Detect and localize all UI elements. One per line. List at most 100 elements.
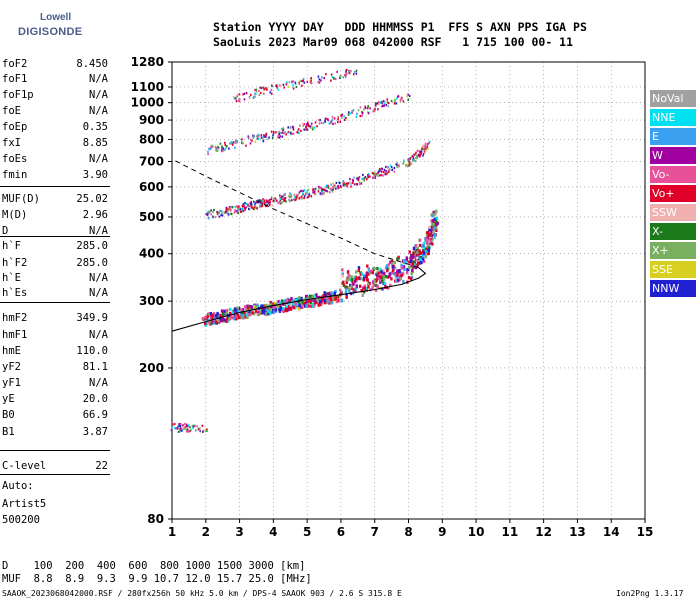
echo-point bbox=[342, 182, 345, 185]
echo-point bbox=[308, 294, 311, 298]
echo-point bbox=[416, 263, 419, 267]
echo-point bbox=[320, 186, 322, 189]
echo-point bbox=[265, 204, 267, 208]
echo-point bbox=[367, 176, 370, 179]
echo-point bbox=[346, 72, 348, 75]
echo-point bbox=[289, 127, 291, 130]
echo-point bbox=[366, 178, 368, 181]
echo-point bbox=[216, 149, 219, 152]
echo-point bbox=[257, 133, 259, 136]
y-tick-label: 1000 bbox=[131, 96, 164, 110]
echo-point bbox=[233, 211, 236, 214]
echo-point bbox=[283, 299, 286, 303]
echo-point bbox=[327, 292, 331, 296]
echo-point bbox=[271, 302, 274, 306]
echo-point bbox=[347, 113, 350, 116]
logo-line1: Lowell bbox=[40, 12, 72, 23]
echo-point bbox=[225, 311, 228, 316]
echo-point bbox=[257, 199, 260, 202]
echo-point bbox=[434, 210, 437, 214]
echo-point bbox=[345, 73, 347, 76]
legend-sse-9: SSE bbox=[650, 261, 696, 278]
echo-point bbox=[177, 425, 179, 428]
param-value: 0.35 bbox=[82, 121, 108, 133]
echo-point bbox=[394, 276, 398, 280]
echo-point bbox=[374, 288, 378, 292]
echo-point bbox=[383, 170, 385, 174]
echo-point bbox=[419, 256, 422, 260]
echo-point bbox=[282, 129, 284, 132]
echo-point bbox=[330, 183, 332, 186]
echo-point bbox=[429, 239, 432, 243]
echo-point bbox=[376, 267, 379, 271]
echo-point bbox=[350, 275, 353, 279]
param-value: N/A bbox=[89, 153, 108, 165]
y-tick-label: 600 bbox=[139, 180, 164, 194]
echo-point bbox=[218, 147, 220, 150]
echo-point bbox=[215, 149, 218, 152]
legend-x-7: X- bbox=[650, 223, 696, 240]
echo-point bbox=[180, 422, 182, 426]
echo-point bbox=[339, 296, 342, 300]
echo-point bbox=[353, 183, 356, 186]
echo-point bbox=[330, 120, 332, 123]
echo-point bbox=[351, 111, 354, 114]
echo-point bbox=[285, 200, 287, 203]
echo-point bbox=[266, 88, 268, 91]
echo-point bbox=[264, 87, 267, 90]
echo-point bbox=[177, 430, 180, 433]
echo-point bbox=[292, 306, 296, 310]
echo-point bbox=[240, 316, 243, 320]
echo-point bbox=[234, 307, 237, 311]
echo-point bbox=[280, 299, 284, 303]
echo-point bbox=[331, 118, 334, 121]
echo-point bbox=[251, 139, 253, 142]
echo-point bbox=[305, 300, 308, 304]
echo-point bbox=[211, 316, 214, 320]
echo-point bbox=[339, 120, 342, 123]
echo-point bbox=[350, 185, 352, 188]
echo-point bbox=[197, 428, 200, 431]
echo-point bbox=[432, 219, 435, 223]
echo-point bbox=[280, 84, 282, 87]
echo-point bbox=[422, 146, 424, 149]
echo-point bbox=[254, 140, 257, 143]
echo-point bbox=[273, 305, 277, 310]
echo-point bbox=[287, 305, 291, 309]
echo-point bbox=[279, 201, 282, 204]
echo-point bbox=[427, 142, 429, 146]
echo-point bbox=[246, 315, 249, 319]
param-row-b0: B0 66.9 bbox=[2, 409, 108, 422]
echo-point bbox=[185, 429, 188, 432]
echo-point bbox=[324, 189, 327, 192]
echo-point bbox=[374, 283, 377, 287]
echo-point bbox=[300, 296, 303, 300]
echo-point bbox=[241, 308, 245, 312]
echo-point bbox=[234, 146, 236, 149]
echo-point bbox=[339, 288, 342, 292]
echo-point bbox=[396, 97, 398, 100]
param-row-fxi: fxI 8.85 bbox=[2, 137, 108, 150]
echo-point bbox=[301, 84, 303, 87]
echo-point bbox=[271, 204, 274, 207]
echo-point bbox=[382, 104, 384, 107]
echo-point bbox=[377, 108, 379, 111]
echo-point bbox=[314, 189, 317, 192]
echo-point bbox=[184, 425, 186, 429]
echo-point bbox=[194, 429, 197, 432]
echo-point bbox=[348, 273, 351, 278]
echo-point bbox=[309, 125, 312, 128]
echo-point bbox=[344, 118, 347, 121]
echo-point bbox=[348, 111, 350, 114]
echo-point bbox=[254, 202, 256, 206]
echo-point bbox=[396, 269, 399, 273]
echo-point bbox=[222, 147, 224, 150]
y-tick-label: 800 bbox=[139, 132, 164, 146]
echo-point bbox=[323, 192, 325, 195]
echo-point bbox=[267, 200, 270, 203]
echo-point bbox=[401, 271, 404, 275]
echo-point bbox=[357, 266, 361, 270]
echo-point bbox=[384, 266, 388, 270]
echo-point bbox=[330, 301, 334, 305]
echo-point bbox=[325, 300, 328, 304]
